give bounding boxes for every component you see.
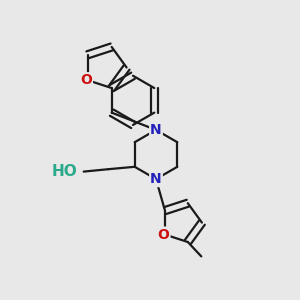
Text: O: O <box>158 228 169 242</box>
Text: N: N <box>150 172 162 186</box>
Text: N: N <box>150 123 162 137</box>
Text: HO: HO <box>51 164 77 179</box>
Text: O: O <box>80 73 92 87</box>
